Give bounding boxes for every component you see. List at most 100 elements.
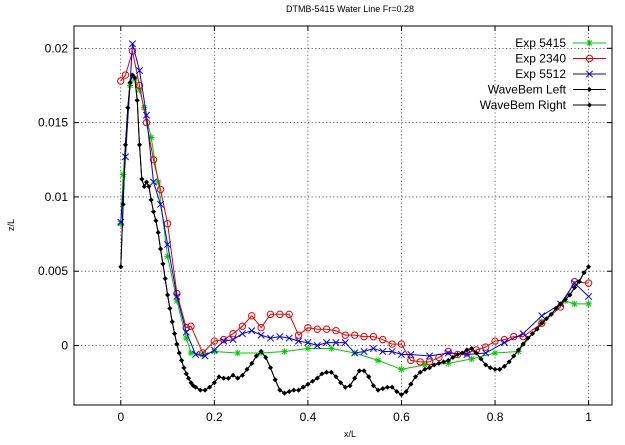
data-point-star: [328, 345, 335, 352]
data-point-circle: [257, 324, 265, 332]
data-point-cross: [229, 336, 237, 344]
legend-label: WaveBem Right: [480, 98, 567, 112]
data-point-cross: [397, 350, 406, 359]
data-point-diamond: [235, 375, 241, 381]
data-point-circle: [425, 358, 434, 366]
data-point-cross: [585, 292, 593, 301]
data-point-cross: [313, 341, 321, 350]
data-point-cross: [164, 240, 172, 249]
data-point-diamond: [139, 176, 145, 182]
data-point-cross: [238, 330, 246, 338]
data-point-circle: [341, 331, 350, 339]
x-tick-label: 0.8: [487, 410, 504, 424]
data-point-cross: [156, 200, 165, 208]
data-point-circle: [198, 349, 207, 357]
data-point-diamond: [455, 351, 461, 358]
data-point-diamond: [543, 316, 550, 322]
data-point-cross: [173, 292, 181, 301]
data-point-circle: [585, 54, 594, 63]
data-point-diamond: [281, 390, 288, 396]
data-point-cross: [482, 349, 490, 357]
data-point-diamond: [183, 371, 189, 377]
data-point-diamond: [492, 366, 498, 372]
data-point-cross: [351, 349, 359, 357]
data-point-circle: [285, 310, 293, 319]
data-point-circle: [407, 356, 415, 365]
data-point-circle: [388, 340, 396, 348]
data-point-diamond: [310, 378, 316, 384]
data-point-cross: [210, 346, 218, 354]
data-point-diamond: [464, 347, 470, 353]
data-point-circle: [360, 332, 368, 341]
data-point-diamond: [179, 357, 185, 363]
data-point-diamond: [586, 86, 593, 93]
data-point-diamond: [431, 362, 437, 368]
data-point-star: [211, 348, 218, 355]
x-tick-label: 0.6: [393, 410, 410, 424]
data-point-diamond: [581, 270, 587, 276]
data-point-diamond: [567, 292, 573, 298]
data-point-circle: [121, 71, 130, 79]
data-point-star: [304, 345, 312, 352]
data-point-diamond: [132, 75, 138, 81]
data-point-star: [117, 220, 124, 227]
legend-label: Exp 5415: [515, 36, 566, 50]
data-point-diamond: [548, 311, 554, 317]
data-point-diamond: [324, 369, 330, 375]
data-point-diamond: [150, 209, 157, 215]
data-point-circle: [220, 335, 228, 344]
data-point-diamond: [328, 369, 334, 375]
data-point-diamond: [277, 387, 283, 393]
data-point-star: [445, 360, 452, 367]
data-point-diamond: [576, 279, 582, 285]
data-point-diamond: [129, 72, 136, 78]
series-wavebem-right: [118, 72, 592, 398]
data-point-diamond: [193, 384, 199, 390]
data-point-cross: [444, 349, 452, 357]
data-point-diamond: [202, 387, 208, 393]
data-point-diamond: [172, 331, 178, 337]
data-point-diamond: [534, 326, 540, 332]
data-point-cross: [285, 334, 293, 342]
data-point-diamond: [169, 319, 175, 325]
data-point-cross: [341, 339, 349, 347]
data-point-diamond: [478, 356, 484, 362]
data-point-star: [164, 253, 171, 260]
data-point-diamond: [122, 142, 129, 148]
data-point-diamond: [197, 387, 203, 393]
data-point-cross: [192, 350, 200, 359]
data-point-diamond: [361, 368, 367, 374]
data-point-star: [398, 366, 405, 373]
data-point-diamond: [314, 375, 320, 381]
data-point-diamond: [286, 389, 292, 395]
data-point-star: [234, 349, 241, 357]
data-point-star: [183, 334, 190, 342]
data-point-diamond: [174, 341, 180, 347]
data-point-diamond: [483, 362, 489, 368]
data-point-circle: [332, 326, 340, 335]
data-point-diamond: [380, 386, 386, 392]
series-layer: [117, 40, 593, 398]
data-point-circle: [156, 185, 165, 194]
data-point-diamond: [487, 365, 493, 371]
data-point-cross: [276, 333, 284, 341]
data-point-diamond: [445, 357, 451, 363]
data-point-diamond: [366, 374, 372, 380]
series-exp-5512: [117, 40, 593, 360]
data-point-cross: [142, 111, 151, 119]
data-point-diamond: [459, 350, 465, 356]
data-point-diamond: [426, 365, 433, 371]
data-point-diamond: [305, 381, 311, 387]
data-point-diamond: [211, 380, 217, 386]
data-point-circle: [416, 358, 424, 366]
data-point-diamond: [515, 347, 521, 353]
series-line: [120, 73, 589, 396]
data-point-cross: [369, 344, 377, 353]
data-point-diamond: [296, 387, 302, 393]
data-point-diamond: [525, 335, 531, 341]
data-point-circle: [149, 156, 158, 164]
data-point-star: [147, 134, 155, 141]
data-point-circle: [266, 310, 275, 319]
data-point-star: [281, 348, 288, 355]
data-point-diamond: [300, 384, 306, 390]
